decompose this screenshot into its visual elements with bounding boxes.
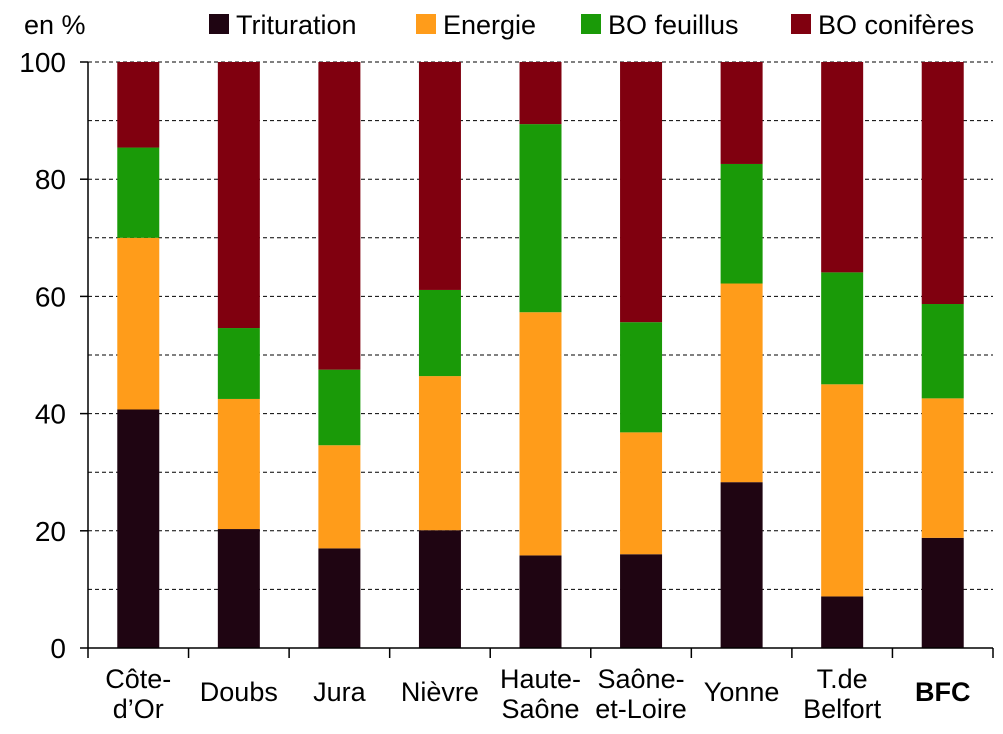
bar-saone-et-loire-trituration (620, 554, 663, 648)
x-category-label: BFC (915, 677, 971, 707)
bar-t-debelfort-energie (821, 384, 864, 597)
bar-doubs-bo-coniferes (217, 62, 260, 329)
bar-nievre-trituration (418, 530, 461, 648)
legend-label-energie: Energie (443, 10, 536, 40)
bar-doubs-energie (217, 398, 260, 530)
bar-doubs-trituration (217, 529, 260, 648)
x-category-label: Saône (501, 694, 579, 724)
bar-yonne-bo-feuillus (720, 163, 763, 284)
x-category-label: Belfort (803, 694, 882, 724)
x-category-label: Doubs (200, 677, 278, 707)
y-axis-unit-label: en % (24, 10, 86, 40)
x-category-label: T.de (817, 664, 868, 694)
bar-jura-energie (318, 445, 361, 549)
bar-t-debelfort-bo-feuillus (821, 272, 864, 385)
x-category-label: Haute- (500, 664, 581, 694)
bar-saone-et-loire-bo-feuillus (620, 322, 663, 433)
bar-t-debelfort-trituration (821, 596, 864, 648)
bar-jura-bo-coniferes (318, 62, 361, 370)
x-category-label: Yonne (704, 677, 780, 707)
y-tick-label: 40 (35, 399, 66, 430)
legend-label-bo-coniferes: BO conifères (818, 10, 974, 40)
legend-label-trituration: Trituration (236, 10, 357, 40)
y-tick-label: 60 (35, 281, 66, 312)
bar-nievre-bo-coniferes (418, 62, 461, 290)
y-tick-label: 80 (35, 164, 66, 195)
bar-t-debelfort-bo-coniferes (821, 62, 864, 273)
x-category-label: Saône- (598, 664, 685, 694)
legend-label-bo-feuillus: BO feuillus (608, 10, 739, 40)
bar-nievre-energie (418, 376, 461, 531)
bar-jura-trituration (318, 548, 361, 648)
bar-yonne-bo-coniferes (720, 62, 763, 164)
bar-saone-et-loire-bo-coniferes (620, 62, 663, 323)
bar-bfc-trituration (921, 537, 964, 648)
x-category-label: d’Or (113, 694, 164, 724)
bar-cote-d-or-bo-feuillus (117, 147, 160, 238)
x-category-label: Jura (313, 677, 367, 707)
bar-cote-d-or-energie (117, 237, 160, 410)
legend-swatch-bo-feuillus (581, 14, 601, 34)
x-axis-labels: Côte-d’Or Doubs Jura Nièvre Haute-Saône Saône… (105, 664, 970, 724)
bar-haute-saone-energie (519, 312, 562, 556)
x-category-label: Nièvre (401, 677, 479, 707)
bar-haute-saone-bo-coniferes (519, 62, 562, 125)
legend: Trituration Energie BO feuillus BO conifère… (209, 10, 974, 40)
legend-swatch-energie (416, 14, 436, 34)
bar-saone-et-loire-energie (620, 432, 663, 555)
bar-bfc-bo-coniferes (921, 62, 964, 305)
bar-doubs-bo-feuillus (217, 328, 260, 399)
y-tick-label: 20 (35, 516, 66, 547)
bar-jura-bo-feuillus (318, 369, 361, 446)
axes (80, 61, 994, 658)
x-category-label: et-Loire (595, 694, 687, 724)
bar-cote-d-or-trituration (117, 409, 160, 648)
bar-yonne-energie (720, 283, 763, 483)
bar-cote-d-or-bo-coniferes (117, 62, 160, 148)
bar-yonne-trituration (720, 482, 763, 648)
bar-haute-saone-trituration (519, 555, 562, 648)
bar-bfc-energie (921, 398, 964, 538)
y-axis-ticks: 0 20 40 60 80 100 (19, 47, 66, 664)
bar-bfc-bo-feuillus (921, 304, 964, 399)
bar-nievre-bo-feuillus (418, 289, 461, 377)
y-tick-label: 100 (19, 47, 66, 78)
bar-haute-saone-bo-feuillus (519, 124, 562, 313)
legend-swatch-trituration (209, 14, 229, 34)
x-category-label: Côte- (105, 664, 171, 694)
legend-swatch-bo-coniferes (791, 14, 811, 34)
y-tick-label: 0 (50, 633, 66, 664)
bars (117, 62, 964, 648)
